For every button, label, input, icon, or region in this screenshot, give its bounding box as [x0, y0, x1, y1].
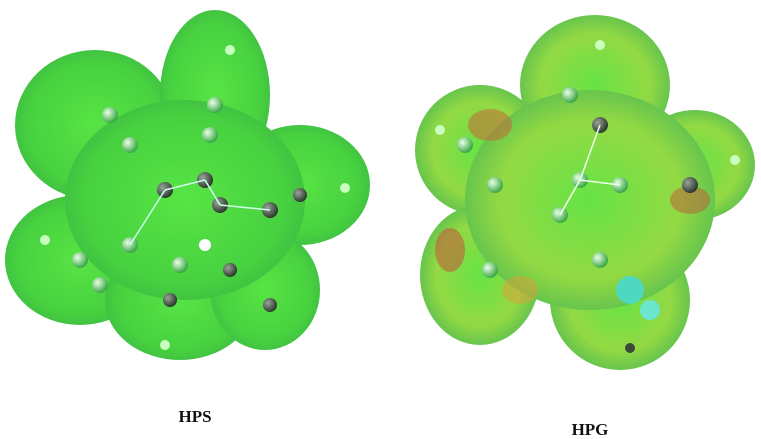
hps-atoms [40, 45, 350, 350]
panel-label: HPG [572, 420, 609, 439]
panel-label: HPS [178, 407, 211, 426]
hpg-atoms [435, 40, 740, 353]
hpg-shading [435, 109, 710, 304]
